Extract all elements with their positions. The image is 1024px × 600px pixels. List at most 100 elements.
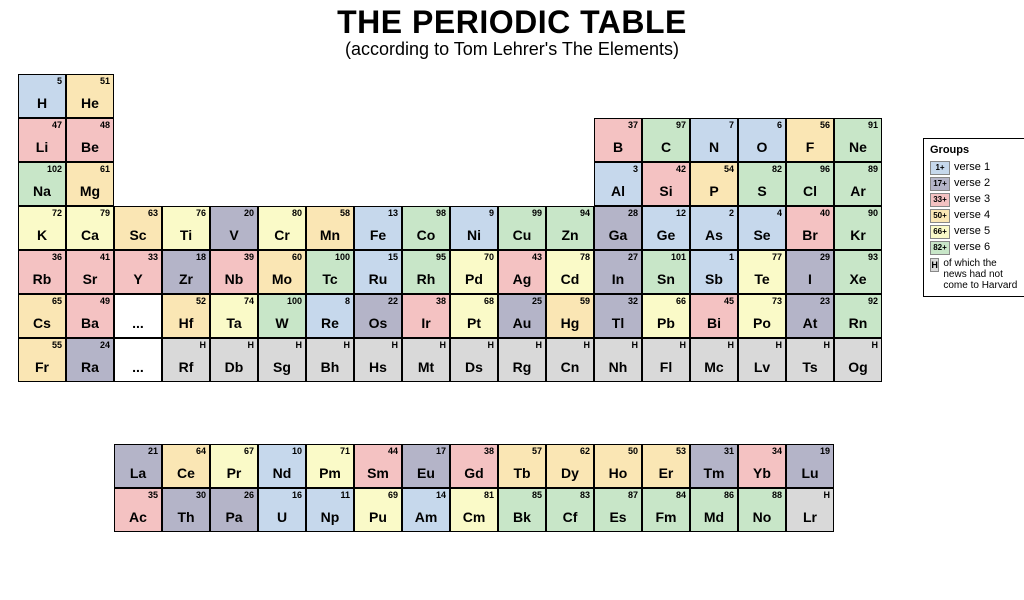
element-cell-Ac: 35 Ac: [114, 488, 162, 532]
element-symbol: Ac: [115, 509, 161, 525]
element-cell-Ag: 43Ag: [498, 250, 546, 294]
element-cell-Tm: 31Tm: [690, 444, 738, 488]
element-number: 36: [52, 252, 62, 262]
element-symbol: Ar: [835, 183, 881, 199]
element-symbol: Br: [787, 227, 833, 243]
element-symbol: Nb: [211, 271, 257, 287]
element-symbol: Rg: [499, 359, 545, 375]
element-number: 2: [729, 208, 734, 218]
element-number: H: [680, 340, 687, 350]
element-cell-W: 100W: [258, 294, 306, 338]
element-number: 96: [820, 164, 830, 174]
element-symbol: Zn: [547, 227, 593, 243]
element-number: 14: [436, 490, 446, 500]
legend-row: 1+verse 1: [930, 160, 1022, 175]
element-cell-Rf: HRf: [162, 338, 210, 382]
element-number: H: [248, 340, 255, 350]
element-number: 18: [196, 252, 206, 262]
element-symbol: He: [67, 95, 113, 111]
element-symbol: K: [19, 227, 65, 243]
element-number: 60: [292, 252, 302, 262]
element-symbol: H: [19, 95, 65, 111]
element-symbol: Nd: [259, 465, 305, 481]
element-symbol: Os: [355, 315, 401, 331]
element-cell-Hg: 59Hg: [546, 294, 594, 338]
element-symbol: Kr: [835, 227, 881, 243]
element-symbol: In: [595, 271, 641, 287]
element-symbol: Nh: [595, 359, 641, 375]
element-symbol: Np: [307, 509, 353, 525]
element-number: 61: [100, 164, 110, 174]
element-number: 15: [388, 252, 398, 262]
element-cell-Er: 53Er: [642, 444, 690, 488]
element-cell-H: 5H: [18, 74, 66, 118]
element-symbol: I: [787, 271, 833, 287]
element-cell-P: 54P: [690, 162, 738, 206]
element-cell-Se: 4Se: [738, 206, 786, 250]
element-number: 63: [148, 208, 158, 218]
element-number: 95: [436, 252, 446, 262]
element-symbol: Ga: [595, 227, 641, 243]
element-number: 1: [729, 252, 734, 262]
element-cell-Na: 102Na: [18, 162, 66, 206]
element-number: 19: [820, 446, 830, 456]
element-number: 73: [772, 296, 782, 306]
element-number: H: [872, 340, 879, 350]
element-number: H: [440, 340, 447, 350]
element-cell-Ne: 91Ne: [834, 118, 882, 162]
element-cell-Ce: 64Ce: [162, 444, 210, 488]
element-cell-Lu: 19Lu: [786, 444, 834, 488]
element-number: 35: [148, 490, 158, 500]
element-symbol: Pd: [451, 271, 497, 287]
element-number: 17: [436, 446, 446, 456]
element-cell-Fm: 84Fm: [642, 488, 690, 532]
element-number: 29: [820, 252, 830, 262]
element-cell-Kr: 90Kr: [834, 206, 882, 250]
element-symbol: Se: [739, 227, 785, 243]
element-cell-Mg: 61Mg: [66, 162, 114, 206]
element-symbol: Xe: [835, 271, 881, 287]
element-cell-Np: 11 Np: [306, 488, 354, 532]
element-symbol: Re: [307, 315, 353, 331]
element-symbol: Sr: [67, 271, 113, 287]
element-symbol: C: [643, 139, 689, 155]
element-cell-Zr: 18Zr: [162, 250, 210, 294]
element-symbol: Au: [499, 315, 545, 331]
element-symbol: Ca: [67, 227, 113, 243]
element-cell-Os: 22Os: [354, 294, 402, 338]
element-number: 76: [196, 208, 206, 218]
legend-swatch-harvard: H: [930, 258, 939, 272]
element-symbol: S: [739, 183, 785, 199]
element-cell-Bi: 45Bi: [690, 294, 738, 338]
element-number: 11: [340, 490, 350, 500]
page-title: THE PERIODIC TABLE: [0, 4, 1024, 41]
element-symbol: Fr: [19, 359, 65, 375]
element-symbol: ...: [115, 359, 161, 375]
element-cell-Cn: HCn: [546, 338, 594, 382]
element-number: 64: [196, 446, 206, 456]
legend-box: Groups1+verse 117+verse 233+verse 350+ve…: [923, 138, 1024, 297]
element-symbol: Ds: [451, 359, 497, 375]
element-number: 87: [628, 490, 638, 500]
element-cell-No: 88No: [738, 488, 786, 532]
element-cell-Cl: 96Cl: [786, 162, 834, 206]
legend-swatch: 66+: [930, 225, 950, 239]
legend-label: verse 5: [954, 224, 990, 239]
element-symbol: Cr: [259, 227, 305, 243]
element-symbol: Pm: [307, 465, 353, 481]
element-symbol: Ra: [67, 359, 113, 375]
element-cell-Am: 14Am: [402, 488, 450, 532]
element-symbol: Li: [19, 139, 65, 155]
element-symbol: Be: [67, 139, 113, 155]
legend-row: 50+verse 4: [930, 208, 1022, 223]
element-number: 23: [820, 296, 830, 306]
element-cell-Au: 25Au: [498, 294, 546, 338]
element-symbol: Al: [595, 183, 641, 199]
element-symbol: Cn: [547, 359, 593, 375]
element-number: 68: [484, 296, 494, 306]
element-cell-Ir: 38Ir: [402, 294, 450, 338]
element-number: 92: [868, 296, 878, 306]
element-number: 38: [436, 296, 446, 306]
element-cell-K: 72K: [18, 206, 66, 250]
element-symbol: Rb: [19, 271, 65, 287]
